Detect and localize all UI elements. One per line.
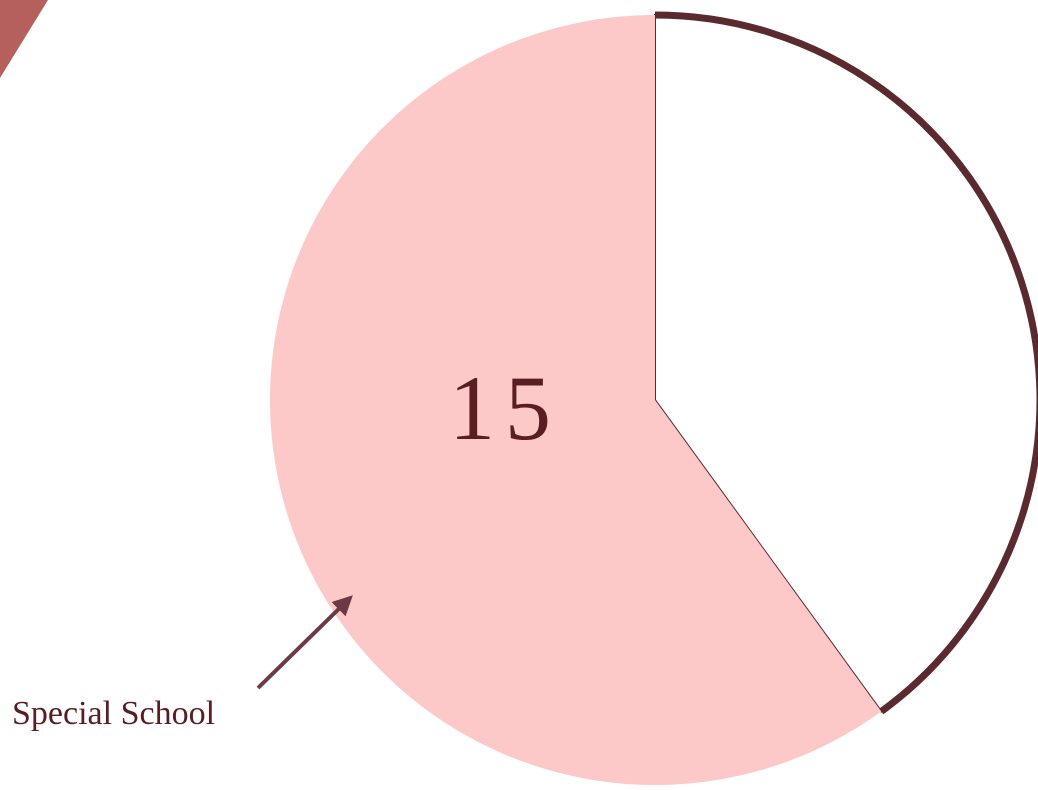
label-arrow bbox=[256, 595, 353, 690]
slice-outline bbox=[654, 11, 1038, 715]
pie-slice bbox=[269, 15, 882, 786]
value-label: 15 bbox=[449, 357, 561, 459]
category-label: Special School bbox=[12, 695, 215, 732]
corner-decoration bbox=[0, 0, 48, 78]
pie bbox=[269, 11, 1038, 786]
